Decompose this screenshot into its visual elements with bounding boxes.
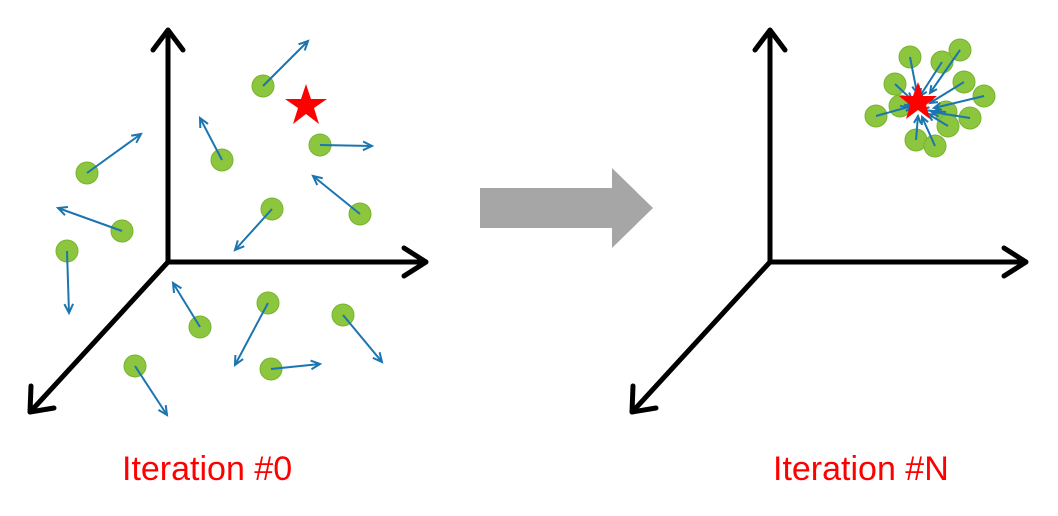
axes-left [27,27,429,415]
velocity-arrowhead [198,115,209,129]
velocity-arrow [342,314,383,363]
velocity-arrowhead [310,359,323,371]
y-axis-arrowhead-right [752,27,788,53]
velocity-arrowhead [928,84,938,95]
velocity-arrow [319,144,373,147]
velocity-arrow [86,133,142,174]
y-axis-arrowhead-left [150,27,186,53]
particles-right [864,38,996,158]
panel-iteration-n [629,27,1029,415]
right-arrow-icon [480,168,653,248]
velocity-arrow [234,302,269,366]
velocity-arrow [915,115,919,141]
star-icon [285,84,327,124]
velocity-arrowhead [311,174,323,186]
axes-right [629,27,1029,415]
velocity-arrow [262,40,309,87]
z-axis-right [631,259,773,413]
velocity-arrow [57,207,123,232]
z-axis-arrowhead-right [629,383,659,415]
star-icon [899,82,937,119]
velocity-arrowhead [55,205,69,216]
velocity-arrow [234,208,273,251]
velocity-arrowhead [362,140,375,152]
velocity-arrow [931,111,971,119]
z-axis-arrowhead-left [27,383,57,415]
caption-iteration-n: Iteration #N [773,450,949,488]
velocity-arrowhead [913,113,922,124]
velocity-arrowhead [929,108,940,118]
caption-iteration-0: Iteration #0 [122,450,293,488]
velocity-arrow [919,61,943,97]
x-axis-arrowhead-left [401,245,429,279]
velocity-arrowhead [157,404,169,417]
velocity-arrow [921,116,936,147]
velocity-arrowhead [920,114,929,126]
velocity-arrow [933,95,985,109]
particles-left [55,39,384,417]
velocity-arrow [909,56,918,94]
velocity-arrow [927,113,949,127]
velocity-arrowhead [298,39,310,51]
velocity-arrow [270,363,321,370]
panel-iteration-0 [27,27,429,417]
velocity-arrow [134,365,168,416]
velocity-arrowhead [63,303,74,316]
velocity-arrow [312,175,361,215]
velocity-arrow [66,250,70,314]
velocity-arrow [199,117,223,161]
velocity-arrowhead [372,352,384,364]
velocity-arrow [172,282,201,328]
velocity-arrow [929,49,961,94]
x-axis-arrowhead-right [1001,245,1029,279]
velocity-arrowhead [130,132,143,144]
z-axis-left [29,259,171,413]
velocity-arrowhead [233,240,245,252]
velocity-arrow [929,81,965,104]
velocity-arrowhead [171,281,182,294]
velocity-arrowhead [233,354,244,368]
